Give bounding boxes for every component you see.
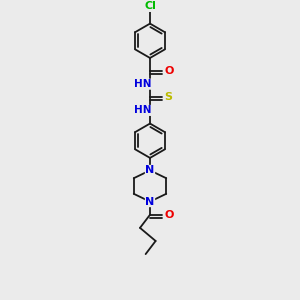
Text: N: N	[146, 165, 154, 176]
Text: Cl: Cl	[144, 2, 156, 11]
Text: O: O	[165, 210, 174, 220]
Text: S: S	[165, 92, 173, 102]
Text: O: O	[165, 66, 174, 76]
Text: HN: HN	[134, 105, 152, 116]
Text: HN: HN	[134, 79, 152, 89]
Text: N: N	[146, 196, 154, 207]
